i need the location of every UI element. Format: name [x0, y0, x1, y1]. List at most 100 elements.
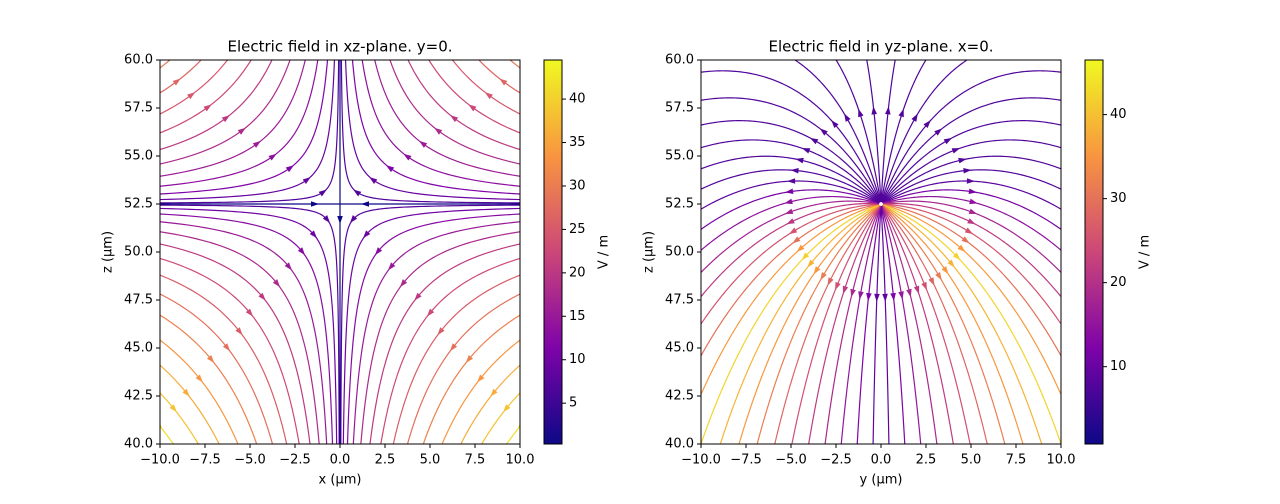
arrow	[941, 266, 949, 275]
colorbar-tick-label: 20	[569, 265, 586, 280]
streamline	[701, 189, 880, 231]
arrow	[958, 157, 967, 164]
arrow	[923, 120, 931, 129]
arrow	[827, 277, 834, 286]
colorbar-tick-label: 25	[569, 222, 586, 237]
arrow	[521, 69, 529, 76]
arrow	[268, 153, 277, 161]
plot-frame	[700, 59, 1062, 445]
streamline	[701, 202, 880, 298]
arrow	[801, 148, 811, 154]
y-tick-label: 40.0	[665, 437, 694, 452]
streamline	[428, 60, 520, 134]
arrow	[517, 422, 520, 429]
arrow	[322, 215, 331, 224]
arrow	[964, 227, 974, 235]
streamline	[882, 200, 1061, 274]
streamline	[882, 203, 1061, 325]
arrow	[468, 104, 477, 112]
arrow	[842, 285, 849, 295]
colorbar-tick-label: 40	[1110, 107, 1127, 122]
streamline	[881, 205, 938, 444]
arrow	[906, 288, 912, 298]
y-tick-label: 47.5	[665, 293, 694, 308]
y-tick-label: 40.0	[124, 437, 153, 452]
arrow	[858, 291, 864, 300]
streamline	[808, 205, 881, 444]
streamline	[701, 139, 881, 203]
arrow	[947, 259, 955, 268]
arrow	[858, 108, 864, 118]
arrow	[967, 218, 976, 225]
streamline	[701, 203, 880, 358]
arrow	[349, 215, 358, 224]
streamline	[880, 60, 896, 203]
streamline	[882, 204, 1006, 444]
streamline	[880, 60, 927, 203]
colorbar-tick-label: 30	[569, 178, 586, 193]
streamline	[160, 392, 199, 444]
streamline	[701, 70, 881, 203]
arrow	[399, 279, 408, 288]
streamline	[882, 189, 1061, 231]
streamline	[880, 205, 906, 444]
arrow	[835, 281, 841, 291]
streamline	[881, 120, 1061, 203]
arrow	[449, 343, 458, 352]
arrow	[968, 188, 977, 195]
streamline	[701, 200, 880, 274]
arrow	[913, 285, 920, 295]
arrow	[450, 115, 459, 123]
y-tick-label: 42.5	[665, 389, 694, 404]
streamline	[389, 60, 520, 165]
streamline	[701, 195, 880, 251]
y-tick-label: 55.0	[124, 149, 153, 164]
y-axis-label: z (µm)	[101, 231, 116, 273]
streamline	[160, 60, 520, 444]
x-tick-label: −7.5	[730, 453, 762, 468]
streamline	[422, 314, 520, 444]
streamline	[340, 204, 520, 444]
colorbar-tick-label: 35	[569, 135, 586, 150]
x-tick-label: 0.0	[330, 453, 351, 468]
arrow	[785, 188, 794, 195]
streamline	[160, 60, 291, 165]
arrow	[403, 153, 412, 161]
arrow	[426, 308, 435, 317]
arrow	[151, 69, 159, 76]
arrow	[784, 208, 794, 215]
arrow	[898, 108, 904, 118]
colorbar-tick-label: 15	[569, 309, 586, 324]
streamline	[882, 204, 1043, 444]
arrow	[386, 165, 395, 173]
streamline	[774, 205, 881, 444]
arrow	[934, 128, 943, 136]
arrow	[795, 157, 804, 164]
x-tick-label: −5.0	[775, 453, 807, 468]
colorbar-tick-label: 5	[569, 396, 577, 411]
arrow	[361, 201, 369, 207]
arrow	[784, 198, 793, 205]
x-tick-label: 7.5	[1006, 453, 1027, 468]
streamline	[160, 204, 340, 444]
arrow	[871, 106, 877, 115]
streamline	[882, 202, 1061, 298]
x-tick-label: 2.5	[916, 453, 937, 468]
arrow	[807, 259, 815, 268]
colorbar	[543, 59, 563, 445]
x-tick-label: −2.5	[820, 453, 852, 468]
arrow	[337, 216, 343, 224]
streamline	[701, 203, 880, 325]
streamline	[160, 274, 288, 444]
x-tick-label: 7.5	[465, 453, 486, 468]
x-tick-label: 10.0	[1047, 453, 1076, 468]
streamline	[866, 60, 882, 203]
streamline	[160, 207, 338, 444]
arrow	[490, 388, 498, 397]
arrow	[465, 355, 474, 363]
arrow	[874, 293, 880, 302]
arrow	[968, 208, 978, 215]
arrow	[363, 230, 371, 239]
y-tick-label: 47.5	[124, 293, 153, 308]
streamline	[756, 204, 880, 444]
